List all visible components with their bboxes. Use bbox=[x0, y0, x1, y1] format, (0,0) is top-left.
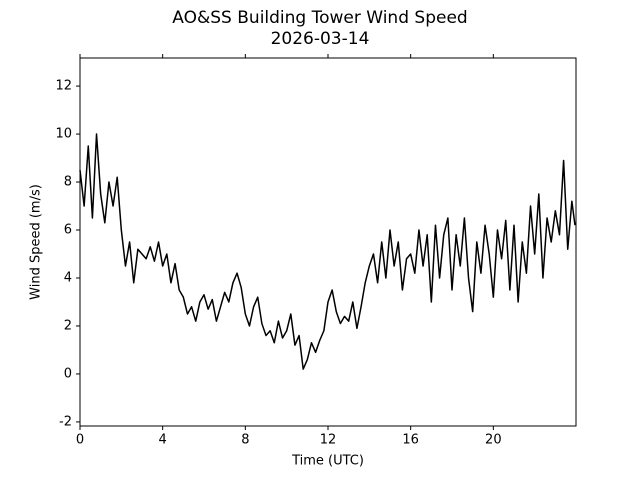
y-tick-label: 8 bbox=[64, 175, 72, 190]
x-tick-label: 8 bbox=[241, 433, 249, 448]
y-axis-label: Wind Speed (m/s) bbox=[29, 184, 44, 300]
x-tick-label: 16 bbox=[402, 433, 419, 448]
x-tick-label: 4 bbox=[159, 433, 167, 448]
chart-title: AO&SS Building Tower Wind Speed bbox=[172, 8, 467, 28]
x-axis-label: Time (UTC) bbox=[291, 454, 364, 469]
y-tick-label: 0 bbox=[64, 366, 72, 381]
y-tick-label: 10 bbox=[55, 127, 72, 142]
y-tick-label: 6 bbox=[64, 223, 72, 238]
y-tick-label: 2 bbox=[64, 318, 72, 333]
y-tick-label: 12 bbox=[55, 79, 72, 94]
chart-subtitle: 2026-03-14 bbox=[271, 29, 370, 49]
plot-frame bbox=[79, 57, 577, 427]
x-tick-label: 20 bbox=[485, 433, 502, 448]
data-line bbox=[79, 133, 576, 370]
y-tick-label: -2 bbox=[59, 414, 72, 429]
x-tick-label: 0 bbox=[76, 433, 84, 448]
y-tick-label: 4 bbox=[64, 270, 72, 285]
x-tick-label: 12 bbox=[320, 433, 337, 448]
